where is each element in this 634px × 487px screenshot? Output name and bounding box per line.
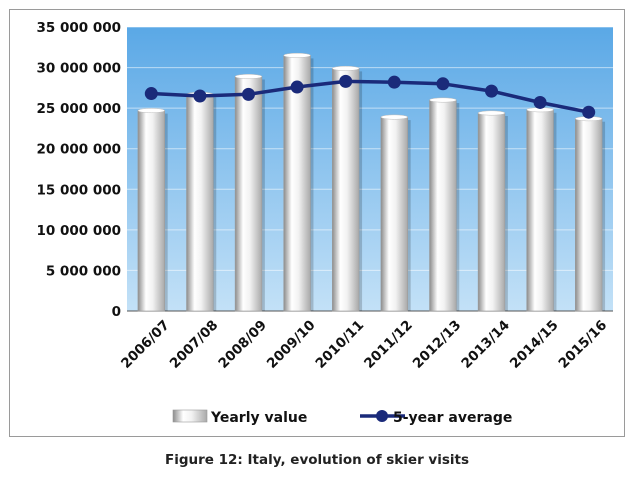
legend-bar-swatch xyxy=(172,409,208,423)
legend-label-yearly: Yearly value xyxy=(210,410,307,426)
x-tick-label: 2009/10 xyxy=(264,317,319,372)
average-point xyxy=(193,89,207,103)
x-tick-label: 2012/13 xyxy=(410,317,465,372)
bar xyxy=(575,118,603,312)
average-point xyxy=(290,80,304,94)
x-tick-label: 2015/16 xyxy=(556,317,611,372)
bar-cap xyxy=(137,108,165,114)
y-tick-label: 30 000 000 xyxy=(36,61,121,77)
bar xyxy=(477,112,506,312)
legend-label-average: 5-year average xyxy=(393,410,512,426)
average-point xyxy=(485,84,498,98)
average-point xyxy=(436,77,450,91)
x-tick-label: 2008/09 xyxy=(215,317,270,372)
bar xyxy=(137,110,165,312)
average-point xyxy=(582,105,596,119)
chart: 0 5 000 000 10 000 000 15 000 000 20 000 000… xyxy=(36,20,613,426)
bar xyxy=(234,76,263,312)
figure-caption: Figure 12: Italy, evolution of skier vis… xyxy=(164,452,470,468)
bar-cap xyxy=(332,65,360,71)
x-tick-label: 2014/15 xyxy=(507,317,562,372)
y-tick-label: 10 000 000 xyxy=(36,223,121,239)
legend: Yearly value 5-year average xyxy=(172,409,512,426)
bar xyxy=(332,68,360,312)
bar-cap xyxy=(429,97,457,103)
bar-cap xyxy=(234,74,263,79)
y-tick-label: 15 000 000 xyxy=(36,182,121,198)
average-point xyxy=(242,87,255,101)
x-tick-label: 2013/14 xyxy=(458,317,513,372)
average-point xyxy=(144,87,158,101)
y-tick-label: 20 000 000 xyxy=(36,142,121,158)
y-tick-label: 25 000 000 xyxy=(36,101,121,117)
chart-frame: 0 5 000 000 10 000 000 15 000 000 20 000 000… xyxy=(9,9,625,437)
x-tick-label: 2006/07 xyxy=(118,317,173,372)
bar xyxy=(526,109,554,312)
bar xyxy=(380,116,408,312)
average-point xyxy=(387,75,401,89)
bar-cap xyxy=(477,110,506,116)
average-point xyxy=(533,95,547,109)
bar xyxy=(283,55,311,312)
x-tick-label: 2010/11 xyxy=(313,317,368,372)
y-tick-label: 35 000 000 xyxy=(36,20,121,36)
y-tick-label: 0 xyxy=(112,304,121,320)
bar xyxy=(186,94,214,312)
average-point xyxy=(339,74,353,88)
y-tick-label: 5 000 000 xyxy=(46,263,121,279)
bar-cap xyxy=(380,114,408,120)
bar-cap xyxy=(283,52,311,58)
x-tick-label: 2007/08 xyxy=(167,317,222,372)
x-tick-label: 2011/12 xyxy=(361,317,416,372)
bar xyxy=(429,99,457,312)
average-line xyxy=(151,79,590,114)
legend-line-marker xyxy=(376,410,388,422)
